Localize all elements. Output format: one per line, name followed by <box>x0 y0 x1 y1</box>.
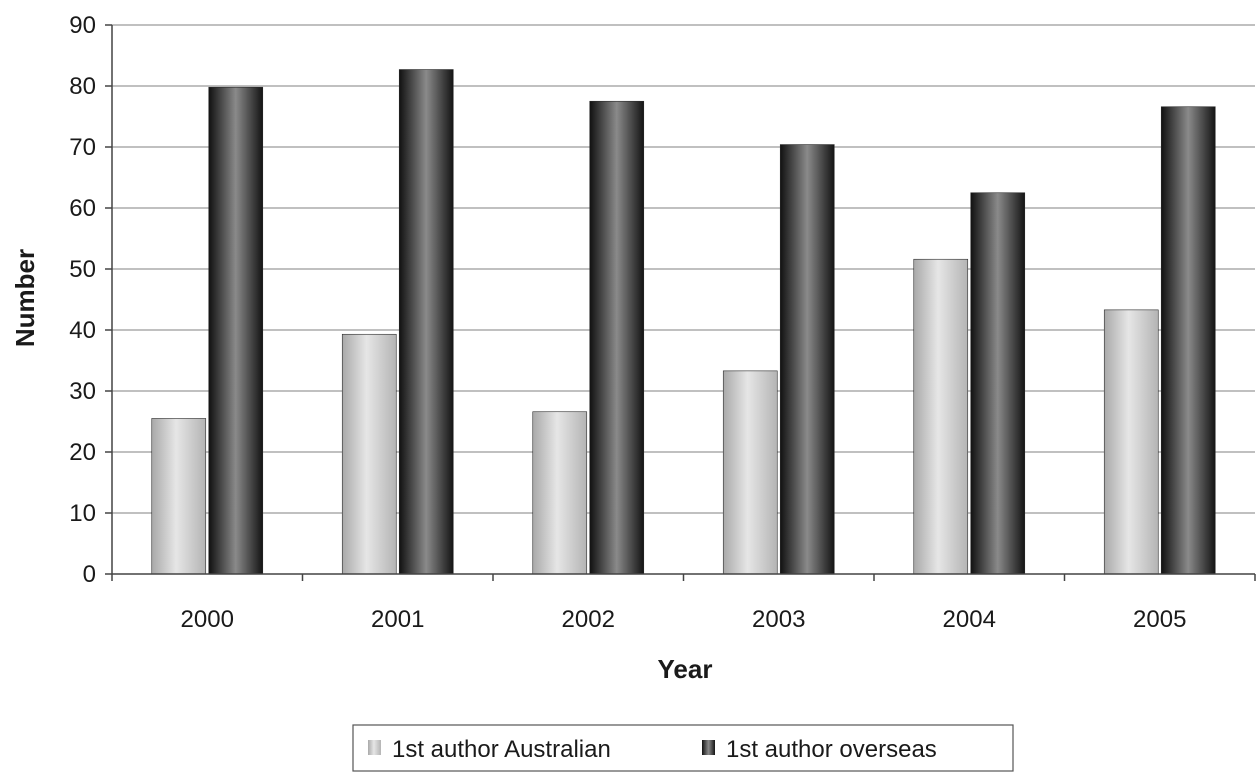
bar-australian-2003 <box>722 370 778 575</box>
legend-swatch-overseas <box>702 740 715 755</box>
x-tick-label-2000: 2000 <box>181 606 234 633</box>
x-tick-label-2001: 2001 <box>371 606 424 633</box>
x-tick-label-2004: 2004 <box>943 606 996 633</box>
legend-label-overseas: 1st author overseas <box>726 736 937 763</box>
y-tick-labels: 0 10 20 30 40 50 60 70 80 90 <box>69 12 96 588</box>
legend-swatch-australian <box>368 740 381 755</box>
y-tick-label: 10 <box>69 500 96 527</box>
y-axis-title: Number <box>10 249 40 347</box>
y-tick-label: 90 <box>69 12 96 39</box>
gridlines <box>112 24 1255 514</box>
bar-australian-2001 <box>341 333 397 575</box>
bar-overseas-2004 <box>970 192 1026 575</box>
bar-overseas-2005 <box>1160 106 1216 575</box>
y-tick-label: 80 <box>69 73 96 100</box>
legend-label-australian: 1st author Australian <box>392 736 611 763</box>
bar-overseas-2001 <box>398 69 454 575</box>
y-tick-label: 50 <box>69 256 96 283</box>
bar-australian-2000 <box>151 418 207 575</box>
bar-overseas-2003 <box>779 144 835 575</box>
bar-australian-2004 <box>913 258 969 575</box>
x-tick-label-2002: 2002 <box>562 606 615 633</box>
x-tick-label-2005: 2005 <box>1133 606 1186 633</box>
y-tick-label: 40 <box>69 317 96 344</box>
bar-overseas-2002 <box>589 100 645 575</box>
x-axis-title: Year <box>658 654 713 684</box>
bar-overseas-2000 <box>208 86 264 575</box>
y-tick-label: 30 <box>69 378 96 405</box>
y-tick-label: 60 <box>69 195 96 222</box>
bar-australian-2005 <box>1103 309 1159 575</box>
axes <box>105 24 1256 581</box>
y-tick-label: 20 <box>69 439 96 466</box>
y-tick-label: 0 <box>83 561 96 588</box>
x-tick-label-2003: 2003 <box>752 606 805 633</box>
y-tick-label: 70 <box>69 134 96 161</box>
x-tick-labels: 2000 2001 2002 2003 2004 2005 <box>181 606 1187 633</box>
bar-australian-2002 <box>532 411 588 575</box>
legend: 1st author Australian 1st author oversea… <box>352 724 1014 772</box>
bars <box>151 69 1216 575</box>
legend-frame <box>352 724 1014 772</box>
